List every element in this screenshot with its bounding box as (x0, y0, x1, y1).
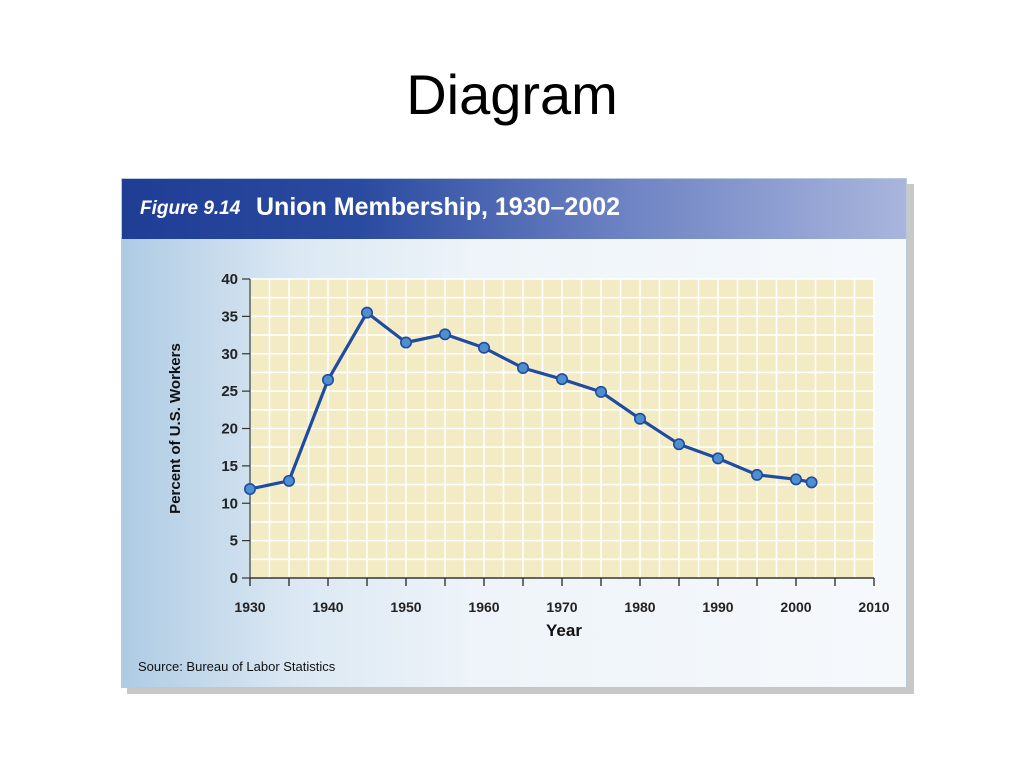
data-point (594, 385, 607, 398)
x-tick-label: 1990 (702, 599, 733, 615)
data-point (244, 483, 257, 496)
data-point (750, 468, 763, 481)
slide-title: Diagram (406, 63, 618, 126)
data-point (361, 306, 374, 319)
x-tick-label: 1970 (546, 599, 577, 615)
x-axis-label: Year (546, 621, 582, 640)
line-chart: 1930 1940 1950 1960 1970 1980 1990 2000 2010 0 5 10… (167, 271, 890, 640)
figure-source: Source: Bureau of Labor Statistics (138, 659, 336, 674)
x-tick-label: 1960 (468, 599, 499, 615)
grid-lines (249, 278, 875, 579)
series-layer (244, 306, 818, 496)
x-tick-label: 1980 (624, 599, 655, 615)
figure-heading: Union Membership, 1930–2002 (256, 193, 621, 221)
y-tick-label: 40 (221, 271, 238, 288)
data-point (438, 328, 451, 341)
data-point (322, 373, 335, 386)
y-tick-label: 20 (221, 421, 238, 438)
y-tick-label: 30 (221, 346, 238, 363)
data-point (516, 361, 529, 374)
data-point (399, 336, 412, 349)
x-tick-label: 1950 (390, 599, 421, 615)
data-point (633, 412, 646, 425)
y-axis-label: Percent of U.S. Workers (167, 343, 184, 514)
y-tick-label: 25 (221, 383, 238, 400)
x-tick-label: 1930 (234, 599, 265, 615)
x-tick-label: 1940 (312, 599, 343, 615)
figure-label: Figure 9.14 (140, 198, 241, 219)
y-tick-label: 15 (221, 458, 238, 475)
axes (242, 278, 875, 586)
data-point (477, 341, 490, 354)
data-point (789, 473, 802, 486)
x-tick-label: 2000 (780, 599, 811, 615)
x-tick-label: 2010 (858, 599, 889, 615)
data-point (805, 476, 818, 489)
figure-header: Figure 9.14 Union Membership, 1930–2002 (122, 179, 906, 239)
data-point (711, 452, 724, 465)
y-tick-label: 0 (230, 570, 238, 587)
y-tick-label: 5 (230, 533, 238, 550)
y-tick-label: 35 (221, 308, 238, 325)
data-point (672, 438, 685, 451)
tick-labels: 1930 1940 1950 1960 1970 1980 1990 2000 2010 0 5 10… (221, 271, 889, 615)
series-line (248, 311, 814, 491)
data-point (283, 474, 296, 487)
data-point (555, 373, 568, 386)
y-tick-label: 10 (221, 495, 238, 512)
